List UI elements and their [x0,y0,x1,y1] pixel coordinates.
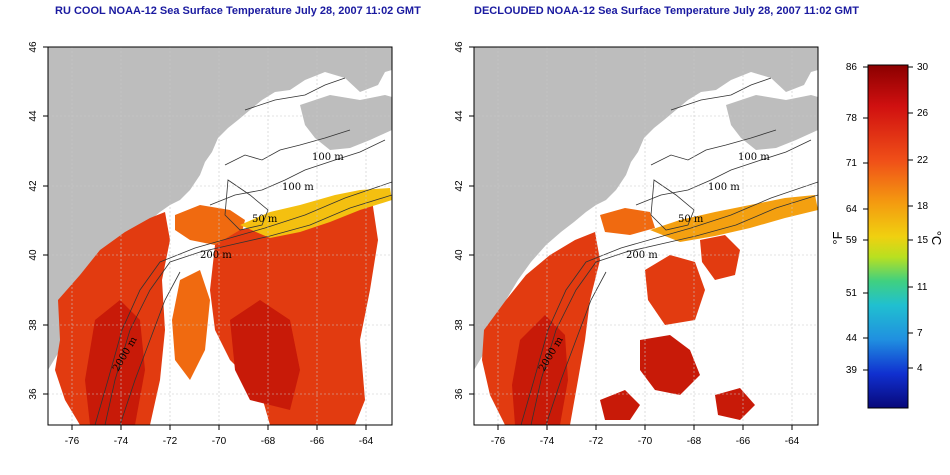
left-y-tick-label: 40 [28,249,39,261]
right-y-tick-label: 42 [454,180,465,192]
colorbar-c-tick-label: 7 [917,328,923,339]
left-x-tick-label: -72 [163,436,178,447]
right-x-tick-label: -74 [540,436,555,447]
left-sst-mid [172,270,210,380]
right-contour-label-100m-a: 100 m [738,152,770,163]
right-x-tick-label: -68 [687,436,702,447]
colorbar-f-tick-label: 59 [846,235,858,246]
colorbar-f-tick-label: 51 [846,288,858,299]
right-contour-label-200m: 200 m [626,250,658,261]
right-x-tick-label: -76 [491,436,506,447]
right-map-title: DECLOUDED NOAA-12 Sea Surface Temperatur… [474,5,859,17]
colorbar-c-tick-label: 30 [917,62,929,73]
right-contour-label-50m: 50 m [678,214,704,225]
left-contour-label-100m-a: 100 m [312,152,344,163]
left-y-tick-label: 38 [28,319,39,331]
colorbar-c-tick-label: 11 [917,282,928,293]
left-map-panel: 100 m 100 m 50 m 200 m 2000 m -76 -74 -7… [28,41,393,447]
colorbar-c-tick-label: 26 [917,108,929,119]
colorbar-c-tick-label: 22 [917,155,929,166]
right-map-panel: 100 m 100 m 50 m 200 m 2000 m -76 -74 -7… [454,41,819,447]
left-map-land-nova-scotia [300,95,392,150]
right-y-tick-label: 46 [454,41,465,53]
right-map-frame [473,46,819,426]
right-y-tick-label: 40 [454,249,465,261]
left-map-frame [47,46,393,426]
colorbar-f-tick-label: 71 [846,158,858,169]
right-contour-label-100m-b: 100 m [708,182,740,193]
right-map-land [474,47,818,370]
left-y-axis: 46 44 42 40 38 36 [28,41,48,400]
right-x-tick-label: -64 [785,436,800,447]
right-sst-south-2 [700,235,740,280]
colorbar-celsius-ticks: 30 26 22 18 15 11 7 4 [908,62,929,374]
colorbar-c-tick-label: 15 [917,235,929,246]
right-sst-coastal [600,208,655,235]
left-x-tick-label: -70 [212,436,227,447]
right-sst-south-1 [640,335,700,395]
colorbar-fahrenheit-ticks: 86 78 71 64 59 51 44 39 [846,62,868,376]
colorbar-fahrenheit-unit: °F [830,231,845,244]
left-y-tick-label: 42 [28,180,39,192]
left-contour-label-100m-b: 100 m [282,182,314,193]
colorbar-celsius-unit: °C [929,231,944,246]
left-sst-east-hot [230,300,300,410]
left-x-tick-label: -74 [114,436,129,447]
right-sst-deep [512,315,568,425]
right-x-tick-label: -70 [638,436,653,447]
left-y-tick-label: 36 [28,388,39,400]
left-x-tick-label: -76 [65,436,80,447]
left-bathymetry-contours [94,77,392,425]
left-contour-label-200m: 200 m [200,250,232,261]
temperature-colorbar: 86 78 71 64 59 51 44 39 30 26 22 18 15 1… [830,62,944,409]
left-map-title: RU COOL NOAA-12 Sea Surface Temperature … [55,5,421,17]
left-y-tick-label: 44 [28,110,39,122]
right-x-axis: -76 -74 -72 -70 -68 -66 -64 [491,425,800,447]
right-gridlines [474,47,818,425]
left-x-tick-label: -64 [359,436,374,447]
colorbar-f-tick-label: 39 [846,365,858,376]
left-map-land [48,47,392,370]
right-sst-east-blob [645,255,705,325]
colorbar-f-tick-label: 44 [846,333,858,344]
left-sst-shelf [240,188,392,238]
right-bathymetry-contours [520,77,818,425]
colorbar-f-tick-label: 86 [846,62,858,73]
right-sst-south-3 [600,390,640,420]
left-x-tick-label: -66 [310,436,325,447]
right-x-tick-label: -72 [589,436,604,447]
left-contour-label-50m: 50 m [252,214,278,225]
left-x-tick-label: -68 [261,436,276,447]
colorbar-f-tick-label: 64 [846,204,858,215]
colorbar-c-tick-label: 18 [917,201,929,212]
colorbar-f-tick-label: 78 [846,113,858,124]
right-sst-shelf [650,195,818,242]
left-gridlines [48,47,392,425]
left-x-axis: -76 -74 -72 -70 -68 -66 -64 [65,425,374,447]
right-y-axis: 46 44 42 40 38 36 [454,41,474,400]
colorbar-c-tick-label: 4 [917,363,923,374]
left-y-tick-label: 46 [28,41,39,53]
right-y-tick-label: 36 [454,388,465,400]
right-sst-south-4 [715,388,755,420]
right-x-tick-label: -66 [736,436,751,447]
colorbar-gradient [867,64,909,409]
right-y-tick-label: 38 [454,319,465,331]
right-map-land-nova-scotia [726,95,818,150]
left-sst-coastal [175,205,245,245]
right-y-tick-label: 44 [454,110,465,122]
